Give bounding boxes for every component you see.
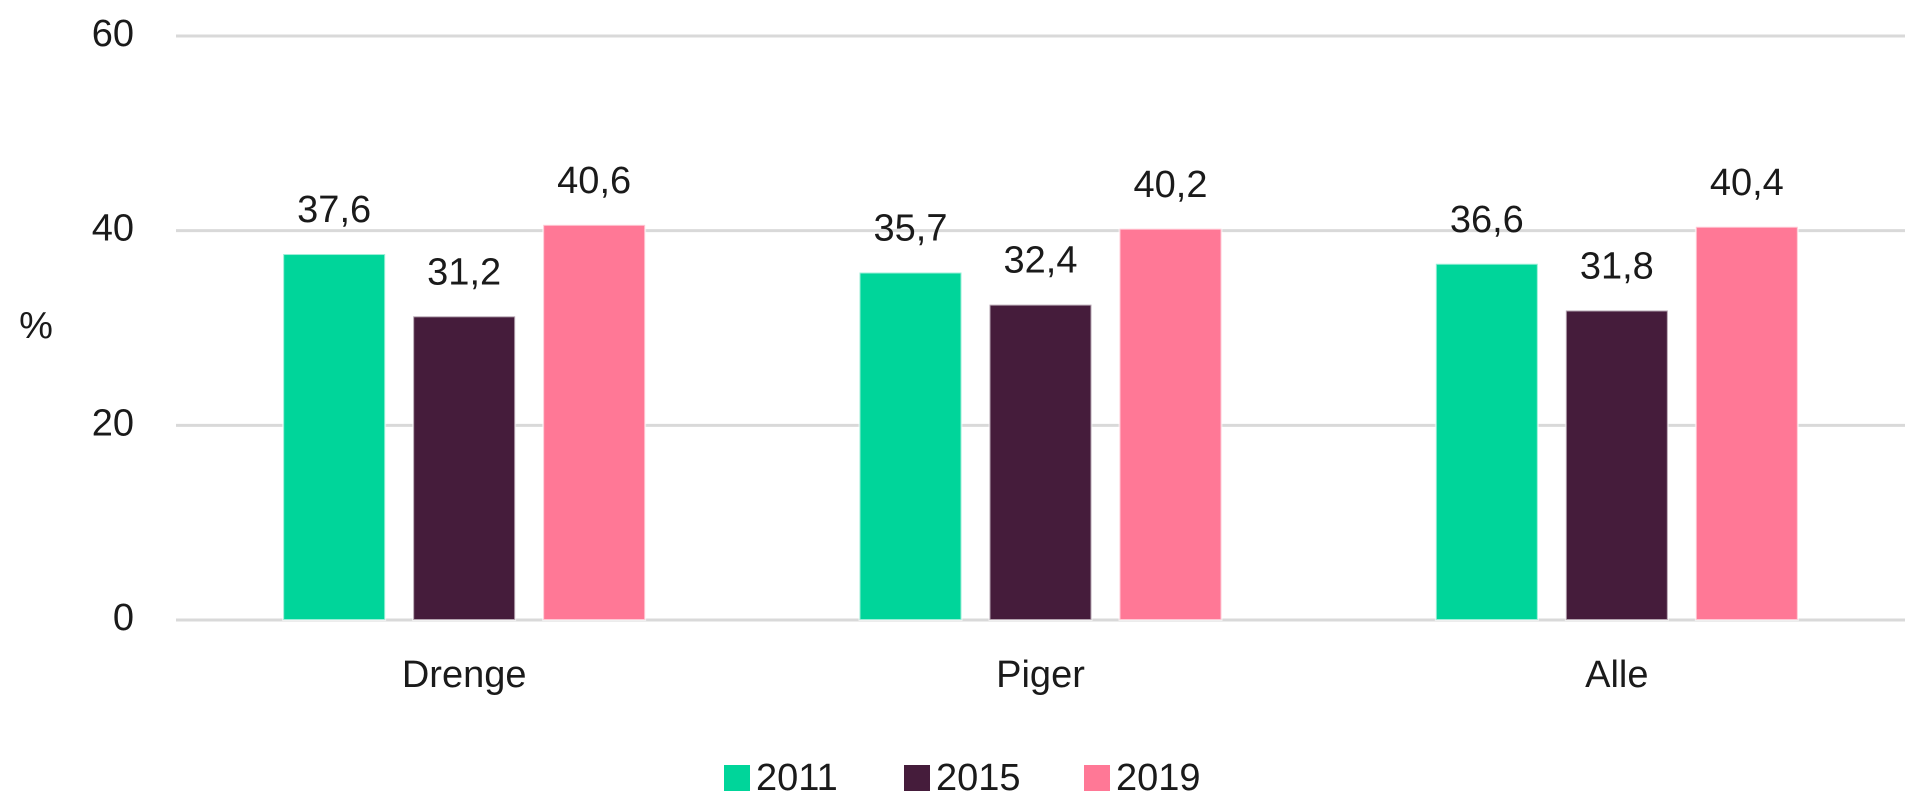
y-tick-label: 0 bbox=[113, 597, 134, 639]
y-tick-label: 40 bbox=[92, 208, 134, 250]
bar bbox=[988, 303, 1093, 621]
bar bbox=[542, 223, 647, 621]
bar bbox=[1694, 225, 1799, 621]
data-label: 40,2 bbox=[1134, 164, 1208, 206]
y-tick-label: 60 bbox=[92, 13, 134, 55]
data-label: 37,6 bbox=[297, 189, 371, 231]
data-label: 32,4 bbox=[1004, 240, 1078, 282]
bar bbox=[282, 253, 387, 621]
legend-swatch bbox=[904, 765, 930, 791]
data-label: 40,4 bbox=[1710, 162, 1784, 204]
legend-label: 2015 bbox=[936, 757, 1021, 798]
data-label: 35,7 bbox=[874, 208, 948, 250]
bar bbox=[412, 315, 517, 621]
data-label: 31,2 bbox=[427, 251, 501, 293]
bar bbox=[858, 271, 963, 621]
x-tick-label: Drenge bbox=[402, 654, 527, 696]
legend-label: 2011 bbox=[756, 757, 838, 798]
data-label: 31,8 bbox=[1580, 246, 1654, 288]
bar bbox=[1118, 227, 1223, 621]
x-tick-label: Piger bbox=[996, 654, 1085, 696]
data-label: 40,6 bbox=[557, 160, 631, 202]
legend-label: 2019 bbox=[1116, 757, 1201, 798]
bar bbox=[1434, 262, 1539, 621]
y-tick-label: 20 bbox=[92, 402, 134, 444]
bar bbox=[1564, 309, 1669, 621]
y-axis-label: % bbox=[19, 305, 53, 347]
legend-swatch bbox=[724, 765, 750, 791]
legend-swatch bbox=[1084, 765, 1110, 791]
x-tick-label: Alle bbox=[1585, 654, 1648, 696]
data-label: 36,6 bbox=[1450, 199, 1524, 241]
